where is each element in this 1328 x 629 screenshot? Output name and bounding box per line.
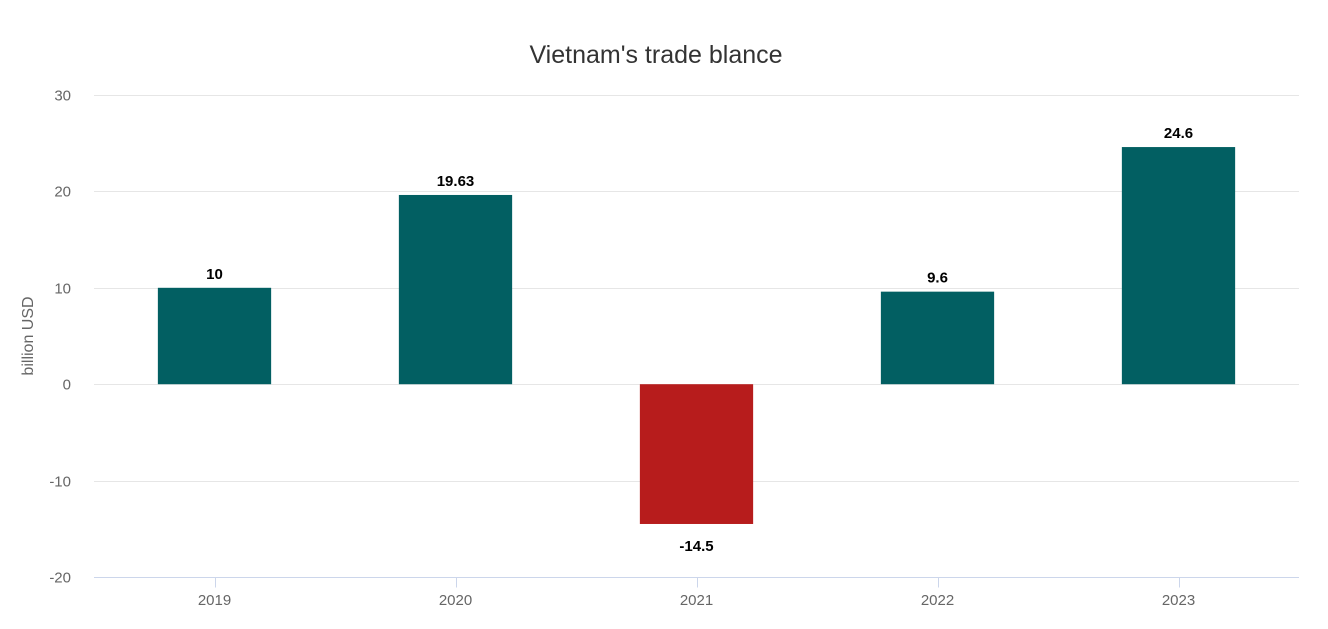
data-labels: 10 19.63 -14.5 9.6 24.6 — [206, 125, 1193, 555]
data-label-2021: -14.5 — [679, 538, 713, 555]
y-tick-label: 20 — [54, 184, 71, 201]
data-label-2023: 24.6 — [1164, 125, 1193, 142]
x-tick-label: 2022 — [921, 592, 954, 609]
x-tick-label: 2023 — [1162, 592, 1195, 609]
y-tick-label: -20 — [49, 570, 71, 587]
y-tick-label: 10 — [54, 281, 71, 298]
data-label-2019: 10 — [206, 266, 223, 283]
data-label-2022: 9.6 — [927, 270, 948, 287]
chart-title: Vietnam's trade blance — [529, 41, 782, 69]
x-tick-label: 2019 — [198, 592, 231, 609]
x-tick-label: 2021 — [680, 592, 713, 609]
x-axis: 2019 2020 2021 2022 2023 — [94, 577, 1299, 609]
y-axis-ticks: 30 20 10 0 -10 -20 — [49, 88, 71, 587]
x-tick-label: 2020 — [439, 592, 472, 609]
y-axis-title: billion USD — [20, 296, 37, 375]
y-tick-label: 0 — [63, 377, 71, 394]
bar-2021[interactable] — [639, 384, 754, 524]
bars — [157, 147, 1236, 524]
bar-2020[interactable] — [398, 194, 513, 385]
data-label-2020: 19.63 — [437, 173, 475, 190]
bar-2019[interactable] — [157, 287, 272, 385]
y-tick-label: 30 — [54, 88, 71, 105]
y-tick-label: -10 — [49, 474, 71, 491]
bar-2023[interactable] — [1121, 147, 1236, 385]
bar-2022[interactable] — [880, 291, 995, 385]
